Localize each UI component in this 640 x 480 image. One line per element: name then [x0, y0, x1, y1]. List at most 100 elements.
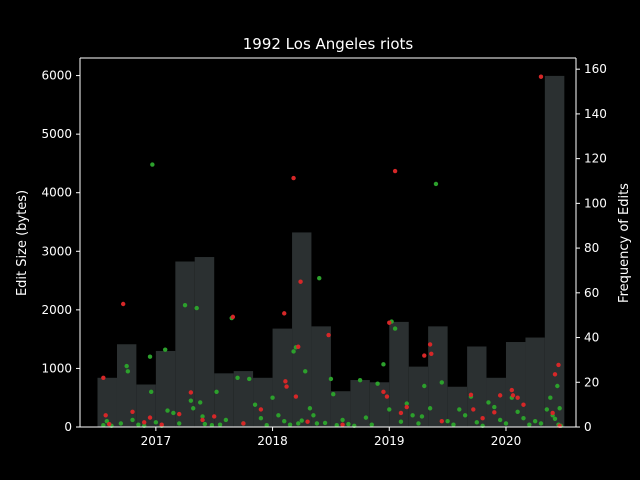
- scatter-point: [550, 410, 555, 416]
- scatter-point: [439, 380, 444, 385]
- scatter-point: [521, 416, 526, 421]
- scatter-point: [503, 421, 509, 426]
- scatter-point: [422, 383, 427, 389]
- scatter-point: [101, 423, 106, 428]
- axes: 2017 2018 2019 2020010002000300040005000600…: [41, 57, 607, 448]
- scatter-point: [363, 415, 369, 420]
- scatter-point: [298, 279, 303, 284]
- scatter-point: [381, 389, 386, 395]
- scatter-point: [291, 349, 296, 354]
- scatter-point: [217, 422, 223, 427]
- scatter-point: [419, 414, 425, 419]
- scatter-point: [150, 162, 155, 167]
- scatter-point: [101, 375, 106, 380]
- scatter-point: [191, 406, 196, 411]
- scatter-point: [555, 383, 560, 389]
- scatter-point: [331, 392, 336, 397]
- scatter-point: [422, 353, 427, 358]
- scatter-point: [314, 421, 320, 426]
- scatter-point: [515, 409, 520, 414]
- histogram-bar: [428, 326, 448, 427]
- scatter-point: [284, 384, 289, 389]
- scatter-point: [153, 420, 159, 425]
- y-tick-right-label: 0: [584, 420, 592, 434]
- scatter-point: [404, 401, 409, 406]
- y-tick-left-label: 1000: [41, 361, 72, 375]
- y-tick-right-label: 120: [584, 152, 607, 166]
- scatter-point: [241, 421, 246, 426]
- scatter-point: [177, 421, 182, 426]
- scatter-point: [497, 393, 503, 398]
- scatter-point: [230, 314, 236, 320]
- scatter-point: [283, 379, 288, 384]
- scatter-point: [317, 276, 322, 281]
- scatter-point: [147, 415, 153, 420]
- y-tick-left-label: 4000: [41, 186, 72, 200]
- scatter-point: [492, 410, 497, 415]
- scatter-point: [177, 411, 182, 417]
- scatter-point: [346, 421, 351, 427]
- histogram-bars: [97, 75, 565, 428]
- histogram-bar: [369, 382, 390, 427]
- scatter-point: [235, 375, 240, 380]
- scatter-point: [471, 407, 476, 412]
- scatter-point: [552, 416, 558, 421]
- scatter-point: [427, 342, 433, 347]
- scatter-point: [468, 392, 474, 397]
- scatter-point: [136, 422, 141, 427]
- scatter-point: [398, 410, 404, 416]
- scatter-point: [252, 402, 258, 407]
- scatter-point: [556, 362, 561, 368]
- scatter-point: [130, 417, 135, 423]
- scatter-point: [214, 389, 219, 395]
- scatter-point: [287, 422, 293, 427]
- histogram-bar: [525, 337, 545, 427]
- scatter-point: [480, 416, 485, 421]
- scatter-point: [147, 354, 153, 359]
- scatter-point: [392, 168, 398, 174]
- y-tick-right-label: 60: [584, 286, 599, 300]
- histogram-bar: [97, 377, 117, 427]
- scatter-point: [462, 413, 468, 418]
- scatter-points: [101, 74, 564, 429]
- x-tick-label: 2019: [374, 434, 405, 448]
- scatter-point: [307, 406, 313, 411]
- scatter-point: [282, 418, 287, 424]
- scatter-point: [544, 407, 550, 412]
- y-tick-right-label: 40: [584, 331, 599, 345]
- scatter-point: [369, 422, 374, 427]
- y-tick-right-label: 160: [584, 62, 607, 76]
- scatter-point: [404, 404, 409, 410]
- y-tick-left-label: 6000: [41, 69, 72, 83]
- scatter-point: [357, 377, 363, 383]
- scatter-point: [141, 420, 147, 425]
- scatter-point: [509, 387, 515, 393]
- scatter-point: [282, 311, 287, 316]
- scatter-point: [130, 409, 135, 414]
- scatter-point: [270, 395, 275, 400]
- scatter-point: [171, 410, 176, 416]
- scatter-point: [305, 419, 310, 424]
- scatter-point: [322, 420, 328, 426]
- scatter-point: [296, 421, 301, 426]
- scatter-point: [299, 418, 304, 423]
- scatter-point: [106, 421, 112, 427]
- scatter-point: [162, 347, 168, 352]
- histogram-bar: [292, 232, 312, 427]
- scatter-point: [120, 301, 126, 307]
- x-tick-label: 2020: [491, 434, 522, 448]
- scatter-point: [387, 407, 392, 412]
- histogram-bar: [389, 321, 409, 427]
- scatter-point: [200, 414, 205, 419]
- scatter-point: [202, 421, 208, 427]
- scatter-point: [497, 417, 503, 423]
- histogram-bar: [253, 377, 273, 427]
- scatter-point: [451, 422, 456, 427]
- scatter-point: [557, 406, 562, 411]
- scatter-point: [340, 422, 345, 427]
- scatter-point: [387, 320, 392, 325]
- scatter-point: [194, 305, 199, 311]
- scatter-point: [433, 181, 439, 187]
- scatter-point: [510, 393, 516, 398]
